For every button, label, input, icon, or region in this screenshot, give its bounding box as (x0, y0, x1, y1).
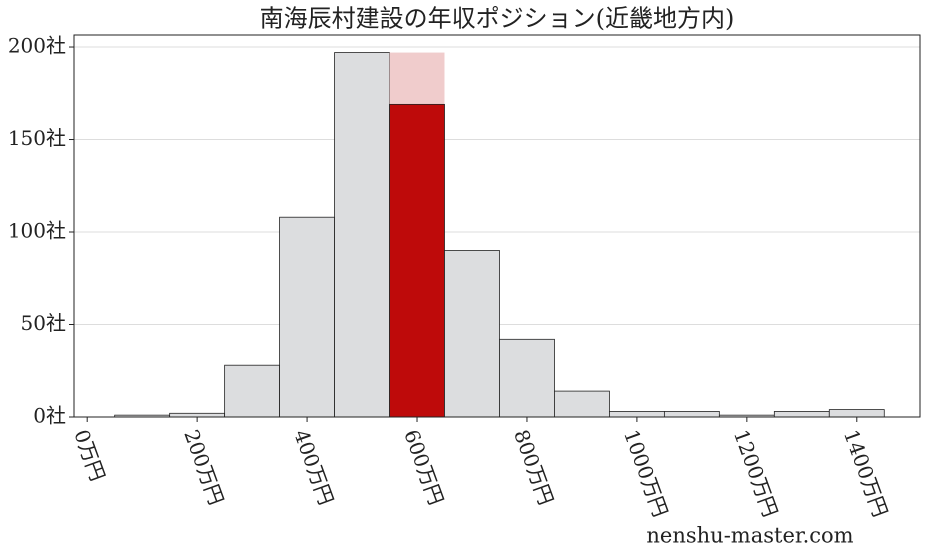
x-tick-label: 1400万円 (839, 426, 893, 520)
highlight-bar (389, 103, 445, 418)
bar (169, 412, 226, 418)
x-tick-label: 800万円 (509, 426, 558, 508)
x-tick-label: 1000万円 (619, 426, 673, 520)
bar (279, 216, 335, 418)
x-tick-label: 1200万円 (729, 426, 783, 520)
x-tick-label: 400万円 (289, 426, 338, 508)
plot-frame (73, 34, 921, 418)
y-tick-label: 50社 (21, 311, 66, 335)
chart-title: 南海辰村建設の年収ポジション(近畿地方内) (260, 5, 735, 33)
x-tick-label: 200万円 (179, 426, 228, 508)
bar (609, 411, 665, 418)
bar (224, 364, 280, 418)
bar (663, 411, 720, 418)
bar (828, 409, 885, 418)
bar (499, 338, 555, 418)
bar (334, 52, 390, 418)
x-tick-label: 600万円 (399, 426, 448, 508)
y-tick-label: 100社 (8, 219, 66, 243)
x-tick-label: 0万円 (69, 426, 110, 484)
bar (554, 390, 610, 418)
bar (773, 411, 830, 418)
y-tick-label: 0社 (33, 404, 66, 428)
watermark: nenshu-master.com (646, 524, 853, 548)
bar (444, 250, 500, 418)
y-tick-label: 150社 (8, 126, 66, 150)
y-tick-label: 200社 (8, 34, 66, 58)
